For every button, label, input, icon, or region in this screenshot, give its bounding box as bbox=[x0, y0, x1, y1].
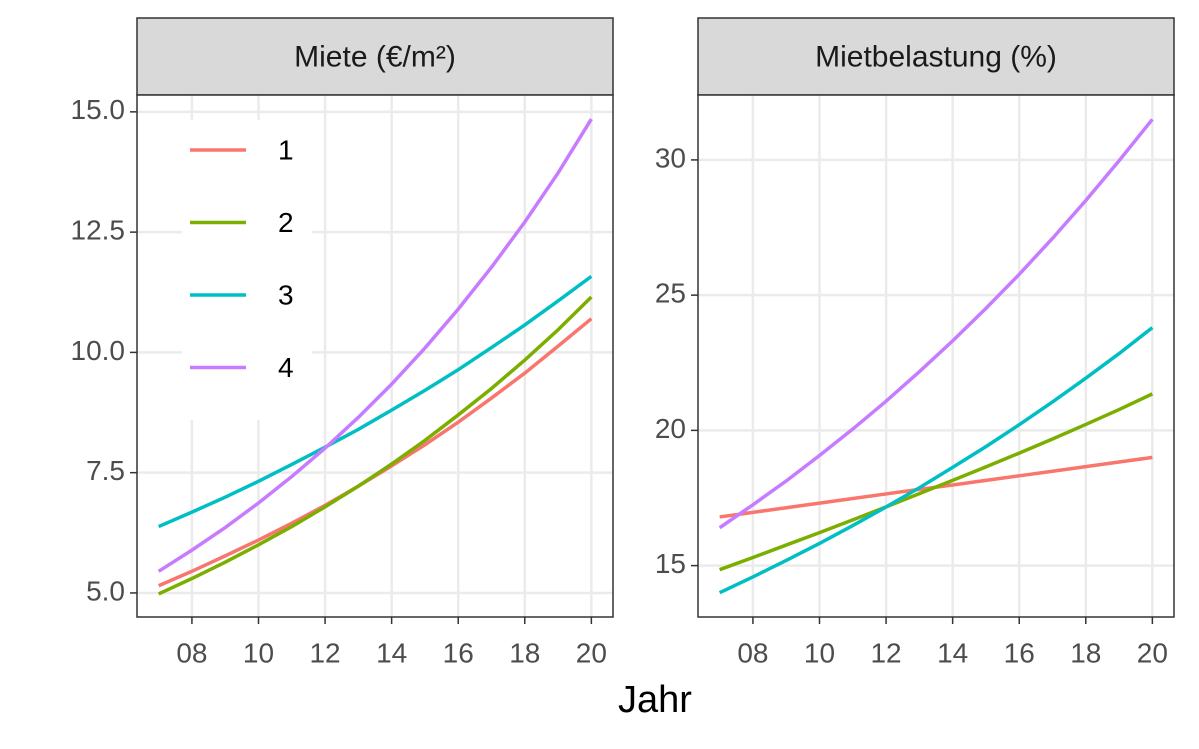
x-tick-label: 10 bbox=[804, 637, 835, 668]
line bbox=[719, 392, 1154, 572]
x-tick-label: 18 bbox=[509, 637, 540, 668]
y-tick-label: 12.5 bbox=[71, 215, 126, 246]
x-tick-label: 10 bbox=[243, 637, 274, 668]
y-tick-label: 30 bbox=[655, 142, 686, 173]
panel-border bbox=[697, 94, 1175, 618]
line bbox=[157, 274, 593, 529]
panel-title: Miete (€/m²) bbox=[294, 40, 456, 73]
y-tick-label: 5.0 bbox=[86, 575, 125, 606]
x-tick-label: 18 bbox=[1070, 637, 1101, 668]
x-tick-label: 16 bbox=[1004, 637, 1035, 668]
strip bbox=[136, 17, 614, 96]
panel-border bbox=[136, 94, 614, 618]
y-tick-label: 10.0 bbox=[71, 335, 126, 366]
x-tick-label: 16 bbox=[443, 637, 474, 668]
legend-label: 2 bbox=[278, 207, 294, 238]
y-tick-label: 7.5 bbox=[86, 455, 125, 486]
x-tick-label: 08 bbox=[176, 637, 207, 668]
legend-label: 3 bbox=[278, 279, 294, 310]
x-tick-label: 14 bbox=[937, 637, 968, 668]
strip bbox=[697, 17, 1175, 96]
line bbox=[157, 118, 593, 573]
x-tick-label: 20 bbox=[576, 637, 607, 668]
y-tick-label: 25 bbox=[655, 278, 686, 309]
line bbox=[718, 326, 1154, 595]
legend-label: 4 bbox=[278, 352, 294, 383]
x-tick-label: 08 bbox=[737, 637, 768, 668]
y-tick-label: 20 bbox=[655, 413, 686, 444]
y-tick-label: 15.0 bbox=[71, 94, 126, 125]
x-tick-label: 20 bbox=[1137, 637, 1168, 668]
x-tick-label: 12 bbox=[309, 637, 340, 668]
line bbox=[157, 295, 593, 596]
x-tick-label: 14 bbox=[376, 637, 407, 668]
panel-title: Mietbelastung (%) bbox=[815, 40, 1057, 73]
legend-box bbox=[182, 120, 312, 420]
legend-label: 1 bbox=[278, 134, 294, 165]
x-tick-label: 12 bbox=[870, 637, 901, 668]
x-axis-label: Jahr bbox=[618, 679, 692, 721]
y-tick-label: 15 bbox=[655, 548, 686, 579]
line bbox=[718, 118, 1154, 530]
